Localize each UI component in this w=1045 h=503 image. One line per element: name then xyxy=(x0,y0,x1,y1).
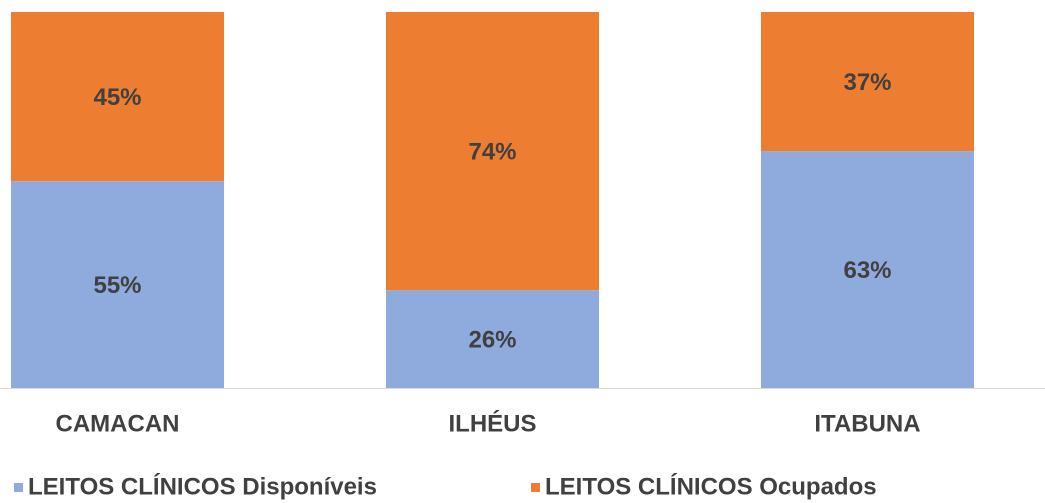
bar-segment xyxy=(386,290,599,388)
data-label: 55% xyxy=(93,272,141,299)
bar-segment xyxy=(386,12,599,291)
x-tick-label: ITABUNA xyxy=(814,410,920,437)
x-tick-label: CAMACAN xyxy=(56,410,180,437)
legend-swatch xyxy=(531,483,540,492)
data-label: 26% xyxy=(468,326,516,353)
data-label: 45% xyxy=(93,84,141,111)
bar-segment xyxy=(761,151,974,388)
legend-label: LEITOS CLÍNICOS Ocupados xyxy=(545,472,877,500)
legend-label: LEITOS CLÍNICOS Disponíveis xyxy=(28,472,377,500)
data-label: 63% xyxy=(843,257,891,284)
bar-segment xyxy=(761,12,974,152)
data-label: 37% xyxy=(843,69,891,96)
legend-swatch xyxy=(14,483,23,492)
bar-segment xyxy=(11,181,224,388)
bar-segment xyxy=(11,12,224,182)
data-label: 74% xyxy=(468,138,516,165)
x-tick-label: ILHÉUS xyxy=(448,409,536,437)
